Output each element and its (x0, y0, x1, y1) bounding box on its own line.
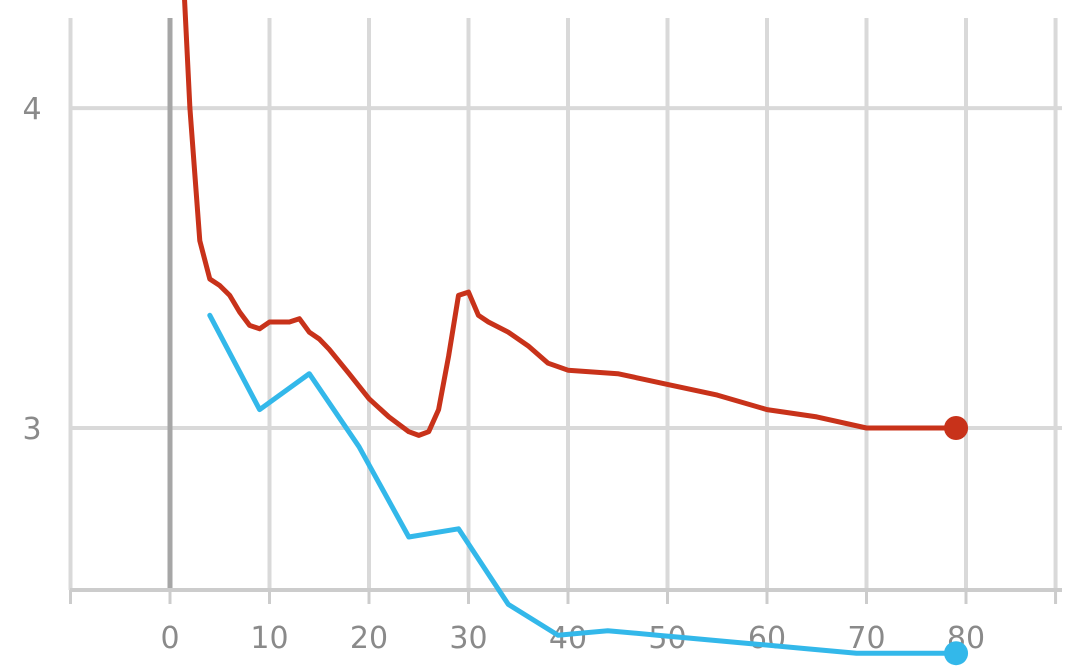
series-line-1 (182, 0, 959, 438)
x-tick-label: 30 (449, 621, 487, 656)
y-tick-label: 4 (22, 92, 41, 127)
series-line-2 (207, 312, 959, 656)
series (182, 0, 969, 666)
series-end-marker-2 (944, 641, 969, 666)
grid (68, 18, 1062, 590)
y-tick-label: 3 (22, 412, 41, 447)
x-tick-label: 0 (160, 621, 179, 656)
x-tick-label: 10 (250, 621, 288, 656)
series-end-marker-1 (944, 416, 969, 440)
x-axis (69, 588, 1062, 604)
x-tick-label: 20 (350, 621, 388, 656)
x-tick-label: 70 (847, 621, 885, 656)
x-tick-label: 40 (549, 621, 587, 656)
x-tick-label: 60 (748, 621, 786, 656)
